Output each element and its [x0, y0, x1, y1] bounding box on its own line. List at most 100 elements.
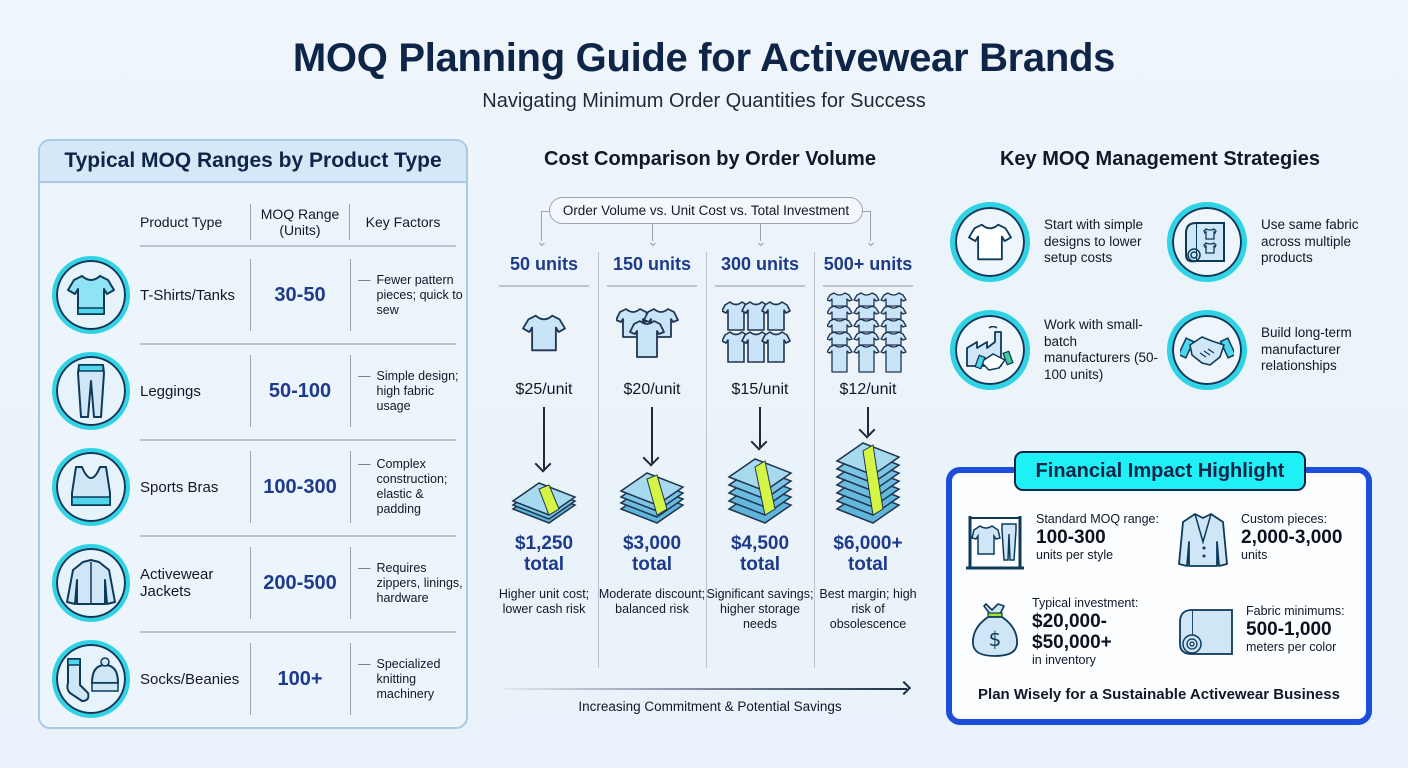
strategy-text: Work with small-batch manufacturers (50-… [1044, 317, 1159, 382]
volume-tier-300: 300 units $15/unit $4,500 total Signific… [706, 250, 814, 670]
fabric-roll-icon [1178, 604, 1234, 663]
progress-arrow [503, 688, 907, 690]
total-cost: $4,500 [730, 533, 790, 554]
financial-item: $ Typical investment: $20,000- $50,000+ … [970, 596, 1138, 668]
key-factors: — Fewer pattern pieces; quick to sew [358, 272, 466, 318]
financial-item: Custom pieces: 2,000-3,000 units [1177, 512, 1342, 573]
strategy-text: Use same fabric across multiple products [1261, 217, 1359, 266]
cash-stack-icon [814, 435, 922, 525]
table-row: Activewear Jackets 200-500 — Requires zip… [40, 535, 466, 631]
moq-ranges-panel: Typical MOQ Ranges by Product Type Produ… [38, 139, 468, 729]
table-row: Socks/Beanies 100+ — Specialized knitting… [40, 631, 466, 727]
six-shirts-icon [706, 287, 814, 379]
financial-item: Standard MOQ range: 100-300 units per st… [966, 512, 1159, 577]
handshake-icon [1167, 310, 1247, 390]
key-factors: — Complex construction; elastic & padding [358, 457, 466, 517]
tier-description: Significant savings; higher storage need… [706, 587, 814, 631]
total-suffix: total [847, 554, 889, 575]
tier-description: Best margin; high risk of obsolescence [819, 587, 917, 631]
arrow-down-icon [543, 407, 545, 469]
tier-units: 300 units [720, 254, 800, 274]
table-row: Leggings 50-100 — Simple design; high fab… [40, 343, 466, 439]
column-header-factors: Key Factors [365, 214, 441, 230]
cost-comparison-title: Cost Comparison by Order Volume [544, 148, 876, 170]
total-suffix: total [739, 554, 781, 575]
financial-impact-title: Financial Impact Highlight [1014, 451, 1306, 491]
unit-price: $12/unit [839, 381, 897, 398]
product-name: Leggings [140, 382, 201, 400]
three-shirts-icon [598, 287, 706, 379]
financial-value: 500-1,000 [1246, 619, 1332, 640]
financial-value: 2,000-3,000 [1241, 527, 1343, 548]
tier-units: 150 units [612, 254, 692, 274]
strategy-item: Start with simple designs to lower setup… [950, 199, 1160, 285]
tier-description: Moderate discount; balanced risk [598, 587, 706, 616]
volume-tier-150: 150 units $20/unit $3,000 total Moderate… [598, 250, 706, 670]
unit-price: $25/unit [515, 381, 573, 398]
key-factors: — Simple design; high fabric usage [358, 368, 466, 414]
money-bag-icon: $ [970, 600, 1020, 663]
arrow-down-icon [651, 407, 653, 463]
moq-value: 50-100 [268, 379, 332, 402]
many-shirts-icon [814, 287, 922, 379]
strategy-item: Use same fabric across multiple products [1167, 199, 1377, 285]
financial-value-line2: $50,000+ [1032, 632, 1112, 653]
financial-sub: in inventory [1032, 653, 1096, 667]
financial-label: Custom pieces: [1241, 512, 1328, 526]
total-suffix: total [523, 554, 565, 575]
cash-stack-icon [706, 447, 814, 525]
total-cost: $1,250 [514, 533, 574, 554]
t-shirt-icon [52, 256, 130, 334]
comparison-bracket-label: Order Volume vs. Unit Cost vs. Total Inv… [549, 197, 863, 224]
product-name: Socks/Beanies [140, 670, 240, 688]
blazer-icon [1177, 512, 1229, 573]
arrow-down-icon [759, 407, 761, 447]
strategy-item: Work with small-batch manufacturers (50-… [950, 307, 1160, 393]
financial-value-line1: $20,000- [1032, 611, 1108, 632]
financial-sub: meters per color [1246, 640, 1337, 654]
unit-price: $20/unit [623, 381, 681, 398]
jacket-icon [52, 544, 130, 622]
product-name: T-Shirts/Tanks [140, 286, 236, 304]
moq-panel-title: Typical MOQ Ranges by Product Type [40, 141, 466, 183]
arrow-down-icon: ⌄ [755, 233, 767, 249]
product-name: Activewear Jackets [140, 566, 214, 600]
key-factors-text: Simple design; high fabric usage [376, 368, 459, 413]
financial-label: Typical investment: [1032, 596, 1139, 610]
moq-value: 100-300 [263, 475, 337, 498]
t-shirt-outline-icon [950, 202, 1030, 282]
key-factors-text: Requires zippers, linings, hardware [376, 560, 463, 605]
financial-footer: Plan Wisely for a Sustainable Activewear… [978, 686, 1340, 703]
financial-sub: units per style [1036, 548, 1114, 562]
arrow-down-icon [867, 407, 869, 435]
unit-price: $15/unit [731, 381, 789, 398]
total-cost: $6,000+ [833, 533, 903, 554]
table-row: T-Shirts/Tanks 30-50 — Fewer pattern piec… [40, 247, 466, 343]
arrow-down-icon: ⌄ [865, 233, 877, 249]
strategy-text: Build long-term manufacturer relationshi… [1261, 325, 1352, 374]
key-factors-text: Fewer pattern pieces; quick to sew [376, 272, 463, 317]
progress-label: Increasing Commitment & Potential Saving… [578, 699, 842, 714]
financial-value: 100-300 [1036, 527, 1106, 548]
financial-label: Standard MOQ range: [1036, 512, 1159, 526]
tier-units: 50 units [509, 254, 579, 274]
key-factors: — Specialized knitting machinery [358, 656, 466, 702]
column-header-moq-label: MOQ Range (Units) [260, 206, 340, 238]
cash-stack-icon [490, 469, 598, 525]
strategy-text: Start with simple designs to lower setup… [1044, 217, 1144, 266]
key-factors-text: Specialized knitting machinery [376, 656, 441, 701]
table-row: Sports Bras 100-300 — Complex constructio… [40, 439, 466, 535]
clothing-rack-icon [966, 512, 1024, 577]
volume-tier-50: 50 units $25/unit $1,250 total Higher un… [490, 250, 598, 670]
tier-units: 500+ units [823, 254, 913, 274]
key-factors-text: Complex construction; elastic & padding [376, 457, 448, 516]
product-name: Sports Bras [140, 478, 219, 496]
key-factors: — Requires zippers, linings, hardware [358, 560, 466, 606]
moq-value: 30-50 [274, 283, 326, 306]
page-subtitle: Navigating Minimum Order Quantities for … [482, 90, 926, 112]
financial-sub: units [1241, 548, 1268, 562]
tier-description: Higher unit cost; lower cash risk [498, 587, 590, 616]
table-header: Product Type MOQ Range (Units) Key Facto… [140, 199, 456, 247]
arrow-down-icon: ⌄ [536, 233, 548, 249]
leggings-icon [52, 352, 130, 430]
